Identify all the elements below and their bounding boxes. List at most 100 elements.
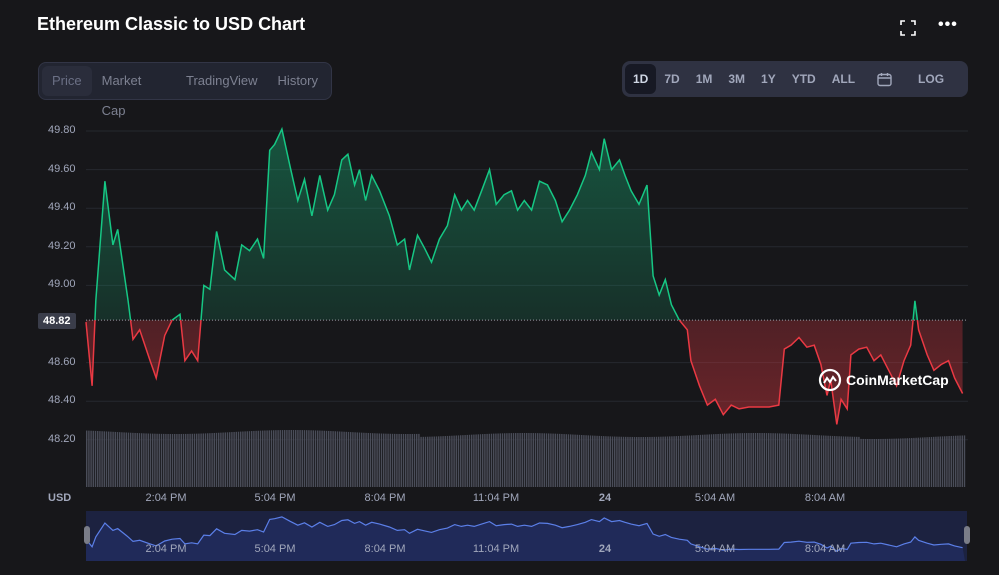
volume-bar xyxy=(374,433,376,487)
volume-bar xyxy=(361,432,363,487)
volume-bar xyxy=(757,433,759,487)
tab-price[interactable]: Price xyxy=(42,66,92,96)
volume-bar xyxy=(594,435,596,487)
volume-bar xyxy=(396,433,398,487)
volume-bar xyxy=(449,435,451,487)
volume-bar xyxy=(286,430,288,487)
volume-bar xyxy=(264,430,266,487)
volume-bar xyxy=(383,433,385,487)
volume-bar xyxy=(306,430,308,487)
navigator-tick-label: 5:04 AM xyxy=(694,543,736,555)
volume-bar xyxy=(554,433,556,487)
navigator-handle-right[interactable] xyxy=(964,526,970,544)
volume-bar xyxy=(528,433,530,487)
volume-bar xyxy=(955,435,957,487)
volume-bar xyxy=(926,437,928,487)
volume-bar xyxy=(466,434,468,487)
volume-bar xyxy=(416,433,418,487)
volume-bar xyxy=(389,433,391,487)
volume-bar xyxy=(963,435,966,487)
volume-bar xyxy=(754,433,757,487)
volume-bar xyxy=(651,436,653,487)
volume-bar xyxy=(847,436,849,487)
volume-bar xyxy=(913,437,915,487)
volume-bar xyxy=(526,433,528,487)
volume-bar xyxy=(156,433,158,487)
volume-bar xyxy=(774,433,776,487)
range-1y[interactable]: 1Y xyxy=(761,72,776,86)
volume-bar xyxy=(488,433,490,487)
y-tick-label: 49.00 xyxy=(48,278,76,291)
navigator-tick-label: 5:04 PM xyxy=(254,543,296,555)
volume-bar xyxy=(537,433,539,487)
volume-bar xyxy=(915,437,917,487)
volume-bar xyxy=(574,434,576,487)
volume-bar xyxy=(708,434,710,487)
page-title: Ethereum Classic to USD Chart xyxy=(37,14,306,34)
volume-bar xyxy=(246,431,248,487)
volume-bar xyxy=(191,433,193,487)
volume-bar xyxy=(198,433,200,487)
volume-bar xyxy=(484,434,486,487)
volume-bar xyxy=(796,434,798,487)
volume-bar xyxy=(895,438,897,487)
tab-history[interactable]: History xyxy=(277,73,318,88)
volume-bar xyxy=(961,435,963,487)
volume-bar xyxy=(424,436,427,487)
calendar-icon[interactable] xyxy=(863,64,906,94)
range-7d[interactable]: 7D xyxy=(664,72,680,86)
volume-bar xyxy=(290,430,292,487)
volume-bar xyxy=(204,433,207,487)
volume-bar xyxy=(583,435,585,487)
volume-bar xyxy=(763,433,765,487)
volume-bar xyxy=(508,433,510,487)
range-ytd[interactable]: YTD xyxy=(791,72,816,86)
volume-bar xyxy=(319,430,321,487)
volume-bar xyxy=(121,432,123,487)
volume-bar xyxy=(596,435,598,487)
more-horizontal-icon[interactable]: ••• xyxy=(938,16,958,33)
volume-bar xyxy=(350,432,352,487)
current-price-label: 48.82 xyxy=(38,313,76,329)
volume-bar xyxy=(904,438,906,487)
y-tick-label: 49.60 xyxy=(48,162,76,175)
volume-bar xyxy=(818,435,820,487)
volume-bar xyxy=(471,434,473,487)
tab-tradingview[interactable]: TradingView xyxy=(186,73,258,88)
range-all[interactable]: ALL xyxy=(831,72,856,86)
volume-bar xyxy=(99,431,101,487)
volume-bar xyxy=(587,435,589,487)
tab-market-cap[interactable]: Market Cap xyxy=(101,73,142,118)
volume-bar xyxy=(550,433,552,487)
volume-bar xyxy=(521,433,523,487)
navigator-tick-label: 24 xyxy=(598,543,612,555)
range-1m[interactable]: 1M xyxy=(695,72,713,86)
x-tick-label: 24 xyxy=(598,492,612,504)
volume-bar xyxy=(726,433,728,487)
log-scale-toggle[interactable]: LOG xyxy=(918,72,945,86)
volume-bar xyxy=(369,433,372,487)
range-1d[interactable]: 1D xyxy=(625,64,657,94)
volume-bar xyxy=(512,433,515,487)
volume-bar xyxy=(292,430,295,487)
range-3m[interactable]: 3M xyxy=(728,72,746,86)
volume-bar xyxy=(213,432,215,487)
volume-bar xyxy=(858,436,860,487)
volume-bar xyxy=(297,430,299,487)
volume-bar xyxy=(746,433,748,487)
volume-bar xyxy=(409,433,411,487)
fullscreen-icon[interactable] xyxy=(900,20,916,41)
volume-bar xyxy=(435,436,438,487)
volume-bar xyxy=(108,431,110,487)
volume-bar xyxy=(906,438,908,487)
volume-bar xyxy=(422,436,424,487)
volume-bar xyxy=(567,434,570,487)
volume-bar xyxy=(134,432,136,487)
navigator-handle-left[interactable] xyxy=(84,526,90,544)
volume-bar xyxy=(400,433,402,487)
volume-bar xyxy=(878,438,880,487)
volume-bar xyxy=(732,433,735,487)
volume-bar xyxy=(842,436,845,487)
volume-bar xyxy=(647,436,649,487)
